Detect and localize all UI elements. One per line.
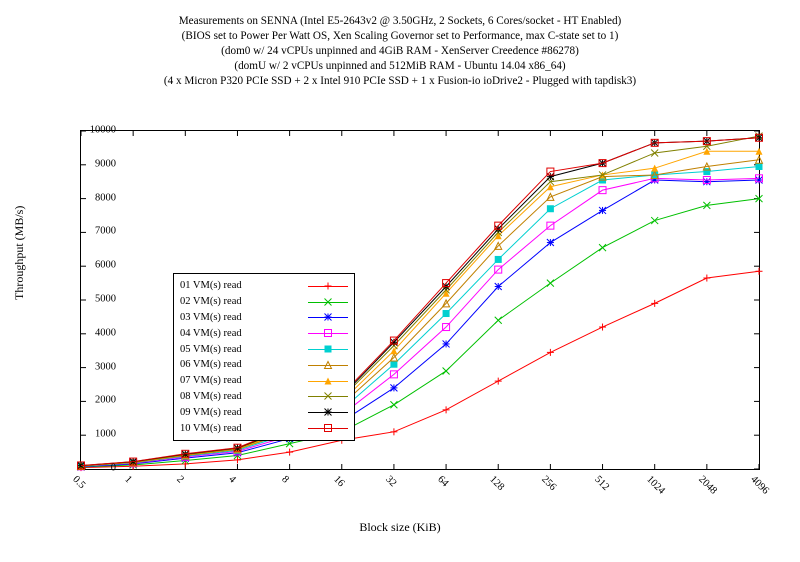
legend-sample xyxy=(308,280,348,292)
legend-sample xyxy=(308,375,348,387)
x-tick-label: 16 xyxy=(331,474,346,489)
title-line-4: (4 x Micron P320 PCIe SSD + 2 x Intel 91… xyxy=(0,74,800,89)
legend-sample xyxy=(308,296,348,308)
legend-item: 10 VM(s) read xyxy=(180,420,348,436)
legend: 01 VM(s) read 02 VM(s) read 03 VM(s) read 0… xyxy=(173,273,355,441)
legend-label: 02 VM(s) read xyxy=(180,296,300,307)
x-tick-label: 8 xyxy=(279,474,290,485)
legend-marker-icon xyxy=(322,343,334,355)
y-tick-label: 7000 xyxy=(66,226,116,237)
legend-marker-icon xyxy=(322,311,334,323)
y-tick-label: 1000 xyxy=(66,429,116,440)
title-line-0: Measurements on SENNA (Intel E5-2643v2 @… xyxy=(0,14,800,29)
legend-label: 04 VM(s) read xyxy=(180,328,300,339)
x-tick-label: 256 xyxy=(540,474,559,493)
legend-item: 05 VM(s) read xyxy=(180,341,348,357)
y-tick-label: 5000 xyxy=(66,294,116,305)
chart-title-block: Measurements on SENNA (Intel E5-2643v2 @… xyxy=(0,0,800,90)
legend-item: 02 VM(s) read xyxy=(180,294,348,310)
legend-label: 06 VM(s) read xyxy=(180,359,300,370)
legend-marker-icon xyxy=(322,390,334,402)
legend-sample xyxy=(308,390,348,402)
legend-label: 07 VM(s) read xyxy=(180,375,300,386)
legend-marker-icon xyxy=(322,327,334,339)
legend-item: 06 VM(s) read xyxy=(180,357,348,373)
y-tick-label: 10000 xyxy=(66,125,116,136)
legend-label: 08 VM(s) read xyxy=(180,391,300,402)
x-tick-label: 1024 xyxy=(644,474,667,497)
legend-item: 01 VM(s) read xyxy=(180,278,348,294)
legend-sample xyxy=(308,406,348,418)
title-line-1: (BIOS set to Power Per Watt OS, Xen Scal… xyxy=(0,29,800,44)
legend-marker-icon xyxy=(322,280,334,292)
y-axis-label: Throughput (MB/s) xyxy=(12,206,27,300)
legend-marker-icon xyxy=(322,359,334,371)
x-tick-label: 1 xyxy=(122,474,133,485)
legend-item: 04 VM(s) read xyxy=(180,325,348,341)
x-tick-label: 32 xyxy=(383,474,398,489)
legend-sample xyxy=(308,327,348,339)
legend-item: 07 VM(s) read xyxy=(180,373,348,389)
y-tick-label: 2000 xyxy=(66,395,116,406)
legend-item: 08 VM(s) read xyxy=(180,389,348,405)
legend-marker-icon xyxy=(322,422,334,434)
y-tick-label: 0 xyxy=(66,463,116,474)
x-tick-label: 4 xyxy=(227,474,238,485)
y-tick-label: 9000 xyxy=(66,158,116,169)
legend-marker-icon xyxy=(322,296,334,308)
x-tick-label: 512 xyxy=(592,474,611,493)
legend-sample xyxy=(308,311,348,323)
plot-area: 01 VM(s) read 02 VM(s) read 03 VM(s) read 0… xyxy=(80,130,760,470)
legend-marker-icon xyxy=(322,406,334,418)
y-tick-label: 3000 xyxy=(66,361,116,372)
legend-sample xyxy=(308,359,348,371)
x-tick-label: 4096 xyxy=(748,474,771,497)
legend-item: 03 VM(s) read xyxy=(180,310,348,326)
x-axis-label: Block size (KiB) xyxy=(0,520,800,535)
x-tick-label: 0.5 xyxy=(70,474,87,491)
x-tick-label: 64 xyxy=(435,474,450,489)
legend-sample xyxy=(308,343,348,355)
legend-marker-icon xyxy=(322,375,334,387)
x-tick-label: 128 xyxy=(487,474,506,493)
x-tick-label: 2048 xyxy=(696,474,719,497)
legend-sample xyxy=(308,422,348,434)
y-tick-label: 6000 xyxy=(66,260,116,271)
legend-label: 09 VM(s) read xyxy=(180,407,300,418)
title-line-3: (domU w/ 2 vCPUs unpinned and 512MiB RAM… xyxy=(0,59,800,74)
legend-item: 09 VM(s) read xyxy=(180,404,348,420)
legend-label: 01 VM(s) read xyxy=(180,280,300,291)
legend-label: 03 VM(s) read xyxy=(180,312,300,323)
legend-label: 10 VM(s) read xyxy=(180,423,300,434)
x-tick-label: 2 xyxy=(175,474,186,485)
y-tick-label: 4000 xyxy=(66,327,116,338)
title-line-2: (dom0 w/ 24 vCPUs unpinned and 4GiB RAM … xyxy=(0,44,800,59)
legend-label: 05 VM(s) read xyxy=(180,344,300,355)
y-tick-label: 8000 xyxy=(66,192,116,203)
